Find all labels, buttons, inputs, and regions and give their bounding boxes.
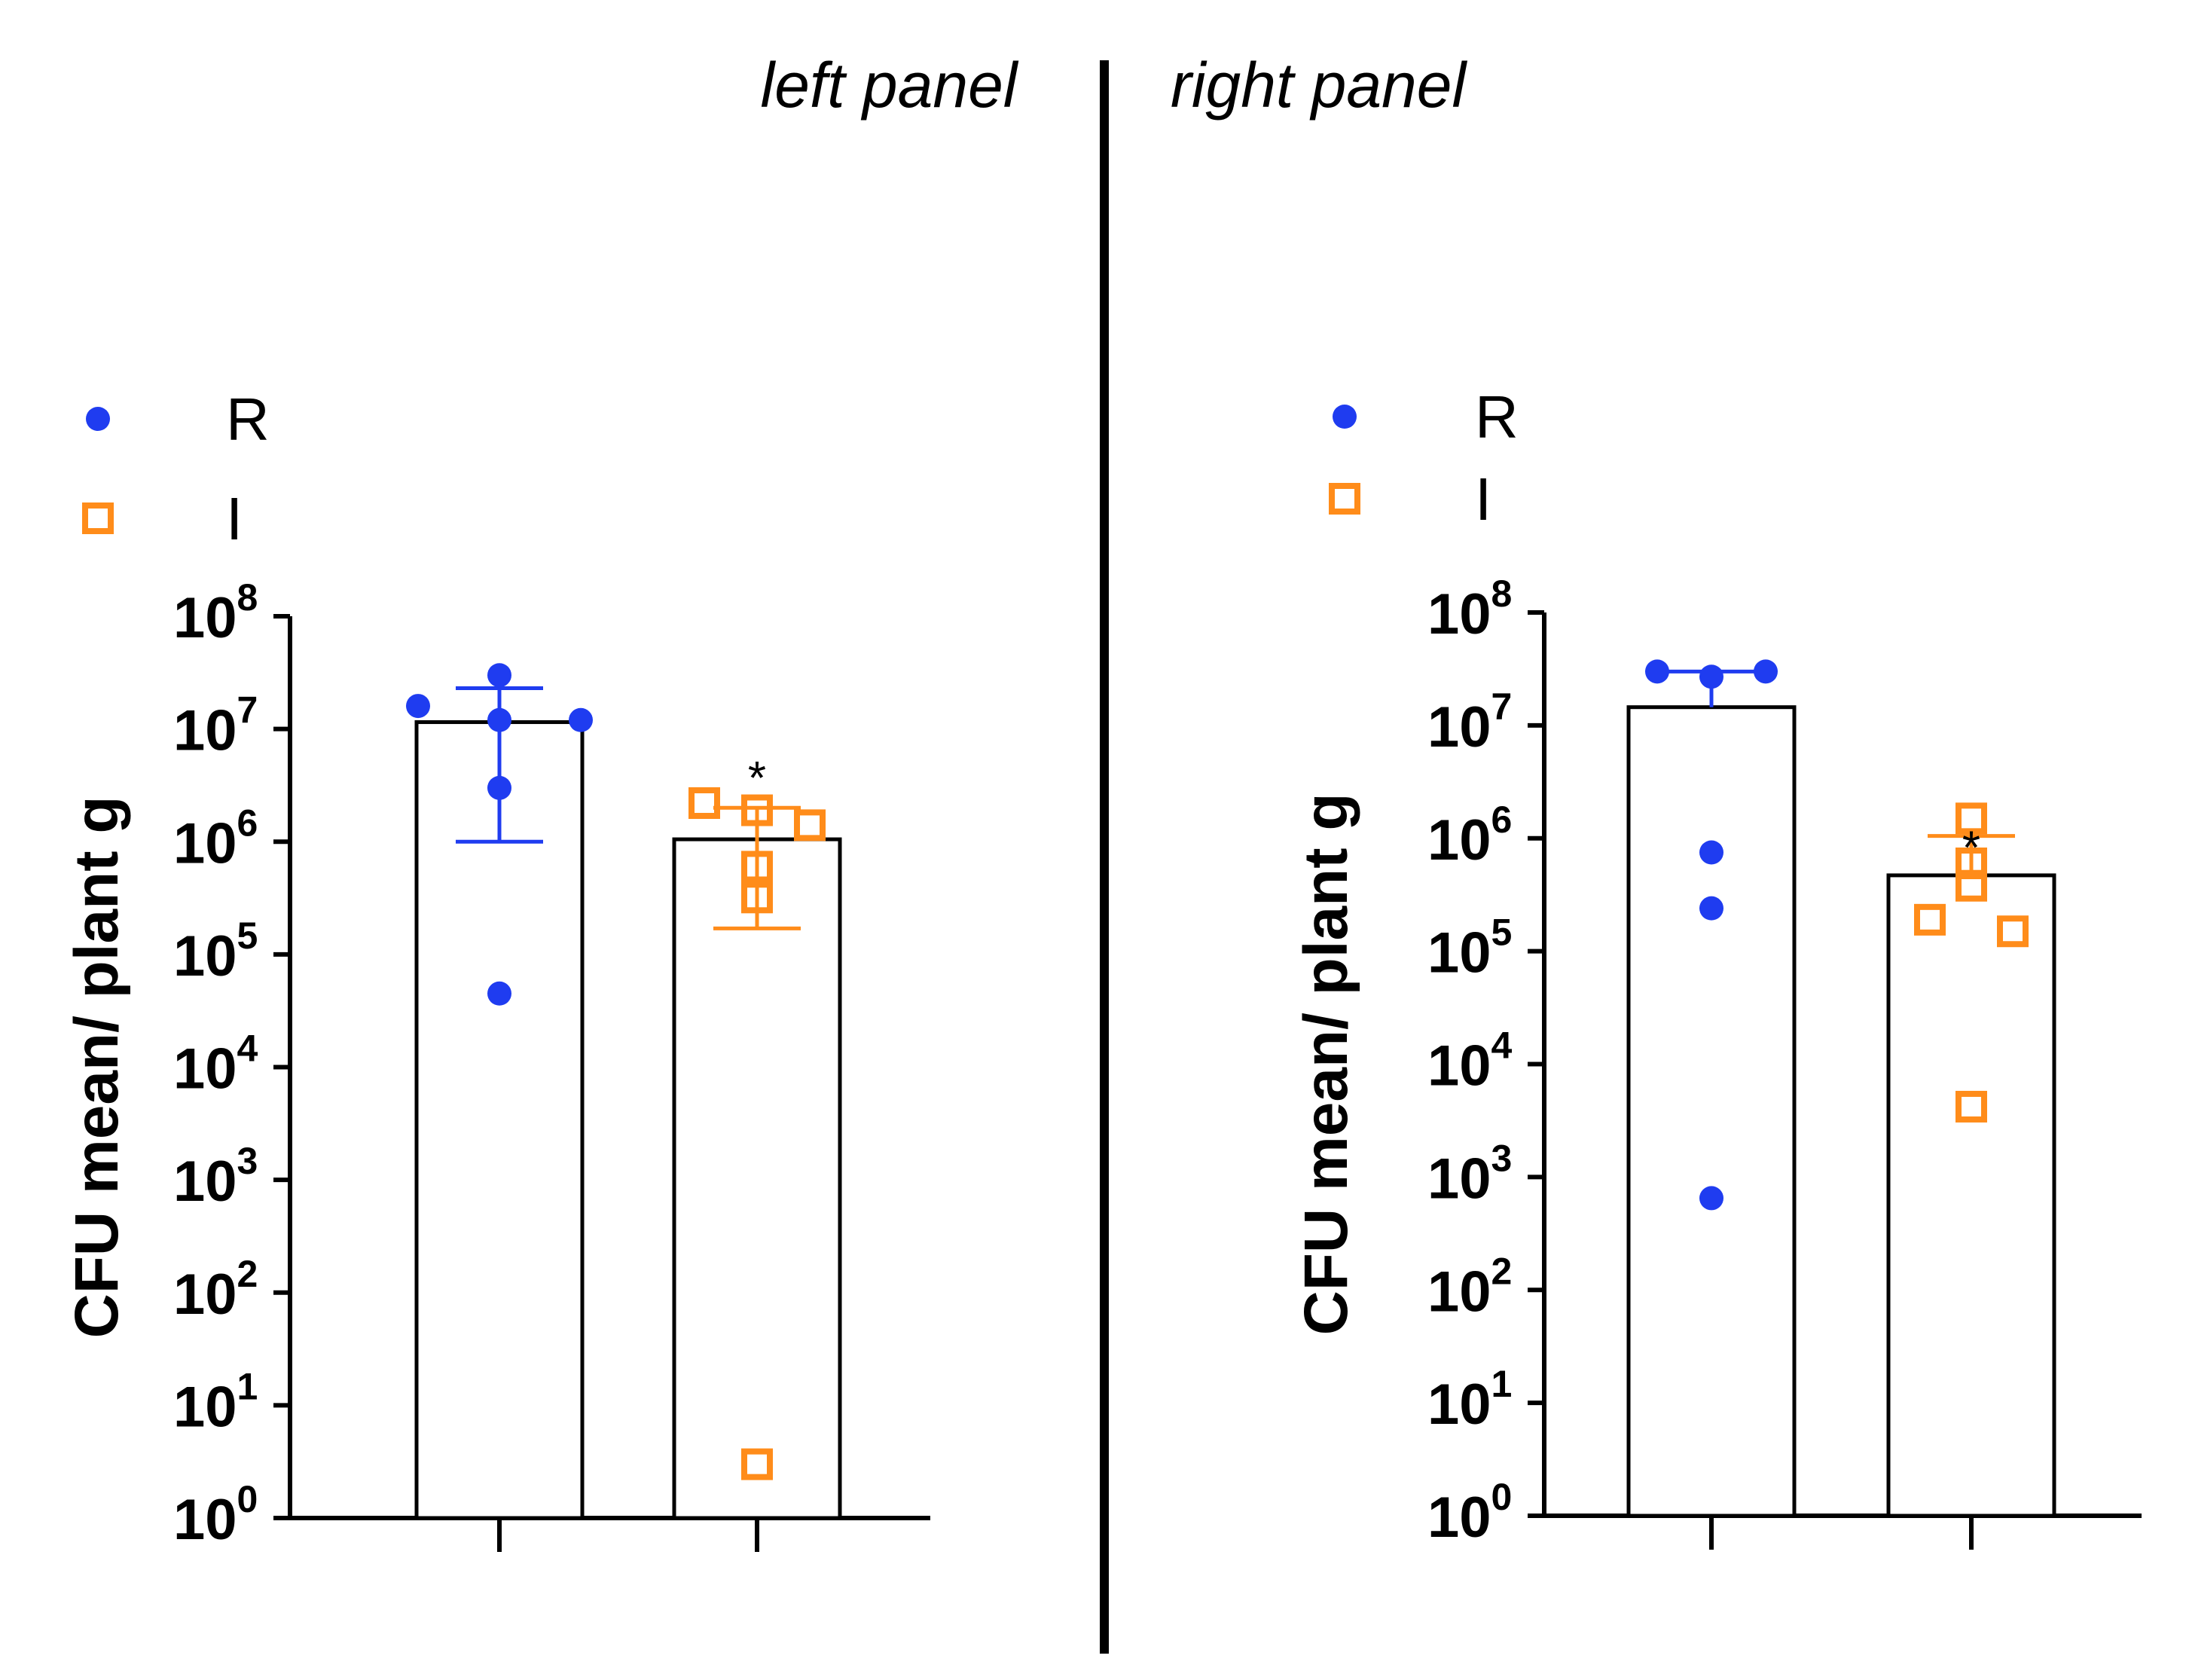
significance-star: * <box>1962 823 1980 875</box>
y-tick-base: 10 <box>173 924 237 988</box>
y-tick-label: 103 <box>1427 1137 1512 1211</box>
bar-R <box>414 720 585 1520</box>
legend-marker-R <box>1333 405 1357 429</box>
y-tick-exponent: 2 <box>1491 1250 1513 1292</box>
data-point-R <box>1699 1186 1723 1211</box>
y-tick-label: 107 <box>1427 686 1512 759</box>
legend-label-R: R <box>226 386 270 453</box>
y-tick-base: 10 <box>173 1488 237 1552</box>
y-tick-exponent: 1 <box>237 1365 258 1407</box>
y-tick-base: 10 <box>173 699 237 763</box>
y-tick-label: 102 <box>1427 1250 1512 1324</box>
data-point-I <box>741 794 773 826</box>
y-tick-label: 106 <box>173 802 258 875</box>
data-point-R <box>1754 659 1778 684</box>
data-point-I <box>741 851 773 883</box>
data-point-I <box>1914 903 1946 936</box>
data-point-R <box>487 775 511 800</box>
y-tick-label: 104 <box>1427 1025 1513 1098</box>
data-point-I <box>688 787 720 820</box>
legend-label-I: I <box>226 485 243 552</box>
legend-marker-I <box>1329 483 1360 515</box>
y-tick-exponent: 4 <box>237 1028 258 1070</box>
significance-star: * <box>748 753 766 805</box>
y-tick-base: 10 <box>173 1037 237 1101</box>
y-tick-exponent: 6 <box>1491 799 1513 841</box>
data-point-I <box>794 809 826 842</box>
y-tick-base: 10 <box>173 586 237 650</box>
y-tick-base: 10 <box>1427 1260 1491 1324</box>
y-tick-base: 10 <box>1427 695 1491 759</box>
y-tick-exponent: 5 <box>237 915 258 957</box>
data-point-R <box>487 663 511 688</box>
right-chart: CFU mean/ plant g10010110210310410510610… <box>1292 383 2142 1550</box>
left-chart: CFU mean/ plant g10010110210310410510610… <box>63 386 930 1552</box>
data-point-R <box>406 694 430 719</box>
y-tick-base: 10 <box>1427 1373 1491 1437</box>
y-tick-exponent: 7 <box>1491 686 1513 728</box>
y-tick-base: 10 <box>1427 582 1491 646</box>
y-tick-base: 10 <box>1427 1034 1491 1098</box>
data-point-R <box>1699 896 1723 921</box>
y-tick-label: 101 <box>173 1365 258 1439</box>
y-tick-exponent: 0 <box>237 1478 258 1520</box>
bar-R <box>1626 705 1797 1518</box>
y-tick-base: 10 <box>1427 808 1491 872</box>
y-tick-label: 108 <box>173 576 258 650</box>
data-point-R <box>1699 664 1723 689</box>
bar-I <box>672 837 842 1520</box>
data-point-I <box>741 1448 773 1480</box>
bar-I <box>1886 873 2056 1518</box>
y-tick-exponent: 4 <box>1491 1025 1513 1067</box>
y-tick-exponent: 5 <box>1491 912 1513 954</box>
data-point-I <box>1955 802 1987 835</box>
y-tick-exponent: 3 <box>237 1140 258 1182</box>
y-tick-label: 104 <box>173 1028 258 1101</box>
y-axis-label: CFU mean/ plant g <box>63 796 131 1339</box>
y-tick-exponent: 8 <box>1491 573 1513 615</box>
y-tick-base: 10 <box>173 1150 237 1214</box>
data-point-R <box>487 707 511 732</box>
y-tick-exponent: 2 <box>237 1253 258 1295</box>
data-point-I <box>1997 915 2029 948</box>
y-tick-label: 105 <box>1427 912 1512 985</box>
data-point-R <box>569 707 593 732</box>
data-point-I <box>1955 1090 1987 1123</box>
y-tick-label: 103 <box>173 1140 258 1214</box>
y-tick-label: 102 <box>173 1253 258 1327</box>
right-panel-title: right panel <box>1171 50 1468 121</box>
y-axis-label: CFU mean/ plant g <box>1292 793 1360 1336</box>
data-point-I <box>1955 869 1987 902</box>
y-tick-label: 101 <box>1427 1363 1512 1437</box>
y-tick-base: 10 <box>173 811 237 875</box>
y-tick-exponent: 8 <box>237 576 258 619</box>
y-tick-label: 100 <box>173 1478 258 1552</box>
y-tick-base: 10 <box>173 1375 237 1439</box>
y-tick-exponent: 1 <box>1491 1363 1513 1405</box>
y-tick-exponent: 0 <box>1491 1476 1513 1518</box>
y-tick-exponent: 6 <box>237 802 258 844</box>
y-tick-base: 10 <box>1427 921 1491 985</box>
data-point-I <box>741 881 773 914</box>
y-tick-base: 10 <box>1427 1486 1491 1550</box>
y-tick-label: 108 <box>1427 573 1512 646</box>
legend-marker-I <box>82 502 114 534</box>
data-point-I <box>1955 847 1987 879</box>
legend-label-I: I <box>1475 466 1491 533</box>
legend-marker-R <box>86 407 110 431</box>
data-point-R <box>1699 840 1723 865</box>
y-tick-base: 10 <box>173 1263 237 1327</box>
y-tick-exponent: 3 <box>1491 1137 1513 1179</box>
left-panel-title: left panel <box>761 50 1019 121</box>
legend-label-R: R <box>1475 383 1519 451</box>
data-point-R <box>1645 659 1669 684</box>
y-tick-label: 106 <box>1427 799 1512 872</box>
y-tick-base: 10 <box>1427 1147 1491 1211</box>
data-point-R <box>487 981 511 1006</box>
y-tick-label: 107 <box>173 689 258 763</box>
y-tick-label: 105 <box>173 915 258 988</box>
y-tick-label: 100 <box>1427 1476 1512 1550</box>
y-tick-exponent: 7 <box>237 689 258 732</box>
